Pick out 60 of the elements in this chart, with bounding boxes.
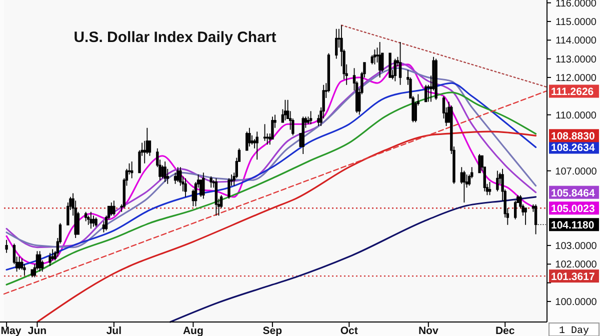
candlestick xyxy=(5,239,8,254)
line-series xyxy=(169,196,537,323)
text: U.S. Dollar Index Daily Chart xyxy=(74,29,276,46)
y-tick-label: 115.0000 xyxy=(556,16,597,28)
data-label: 108.2634 xyxy=(551,142,595,154)
y-tick-label: 102.0000 xyxy=(555,260,598,271)
candlestick xyxy=(488,182,492,196)
candlestick xyxy=(462,170,466,203)
candlestick xyxy=(214,178,218,216)
candlestick xyxy=(388,52,392,78)
candlestick xyxy=(90,211,92,230)
y-tick-label: 100.0000 xyxy=(555,296,598,308)
line-series xyxy=(36,130,537,323)
candlestick xyxy=(434,58,438,100)
candlestick xyxy=(210,176,212,188)
candlestick xyxy=(130,161,134,179)
candlestick xyxy=(202,172,205,200)
candlestick xyxy=(373,49,376,65)
candlestick xyxy=(110,202,113,216)
candlestick xyxy=(92,215,95,228)
candlestick xyxy=(496,170,499,192)
candlestick xyxy=(84,211,88,222)
candlestick xyxy=(284,99,287,121)
data-label: 105.0023 xyxy=(551,203,595,216)
candlestick xyxy=(335,28,338,60)
y-tick-label: 113.0000 xyxy=(556,54,597,66)
y-tick-label: 103.0000 xyxy=(555,240,598,252)
candlestick xyxy=(256,131,258,160)
x-tick-label: Jun xyxy=(28,325,47,336)
candlestick xyxy=(18,256,21,270)
text: 1 Day xyxy=(558,326,590,336)
candlestick xyxy=(184,178,187,198)
y-tick-label: 114.0000 xyxy=(556,36,597,47)
x-tick-label: May xyxy=(0,325,22,336)
y-tick-label: 110.0000 xyxy=(556,110,597,122)
data-label: 111.2626 xyxy=(551,86,594,98)
candlestick xyxy=(48,252,52,266)
x-tick-label: Nov xyxy=(418,325,438,336)
ref-line-label: 101.3617 xyxy=(551,271,595,284)
candlestick xyxy=(248,127,251,147)
x-tick-label: Jul xyxy=(106,325,122,336)
candlestick xyxy=(524,208,527,226)
annotation: 104.1180 xyxy=(551,220,594,232)
y-tick-label: 107.0000 xyxy=(555,166,598,178)
candlestick xyxy=(263,124,266,142)
y-tick-label: 112.0000 xyxy=(556,72,597,84)
x-tick-label: Sep xyxy=(262,325,282,336)
candlestick xyxy=(112,200,116,216)
candlestick xyxy=(87,215,90,226)
candlestick xyxy=(228,178,230,200)
candlestick xyxy=(176,166,180,182)
x-tick-label: Oct xyxy=(340,325,358,336)
candlestick xyxy=(164,161,166,182)
candlestick xyxy=(94,217,98,228)
data-label: 105.8464 xyxy=(551,187,595,200)
candlestick xyxy=(309,110,312,125)
candlestick xyxy=(378,42,382,78)
x-tick-label: Aug xyxy=(182,325,204,336)
x-tick-label: Dec xyxy=(495,325,515,336)
data-label: 108.8830 xyxy=(551,130,595,143)
